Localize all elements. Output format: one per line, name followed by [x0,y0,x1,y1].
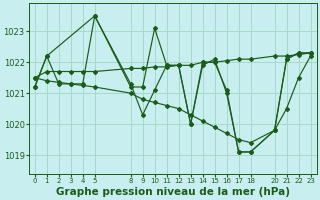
X-axis label: Graphe pression niveau de la mer (hPa): Graphe pression niveau de la mer (hPa) [56,187,290,197]
